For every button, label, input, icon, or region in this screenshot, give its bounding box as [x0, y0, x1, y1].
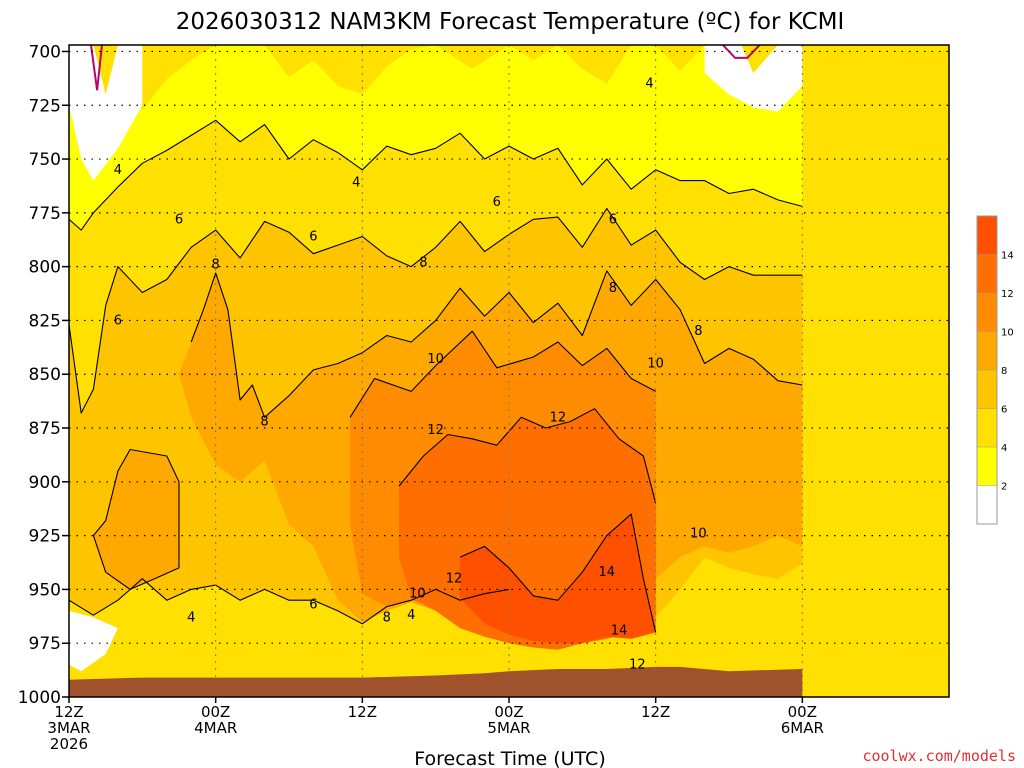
colorbar-swatch [977, 331, 997, 370]
colorbar: 2 4 6 8 10 12 14 [976, 215, 1014, 525]
colorbar-label: 6 [1001, 405, 1007, 416]
contour-6 [69, 207, 803, 414]
temperature-bands [69, 45, 803, 697]
contour-label: 8 [609, 281, 617, 296]
contour-4 [69, 578, 510, 625]
cold-region-upper-right [704, 45, 803, 112]
contour-label: 6 [175, 212, 183, 227]
contour-label: 10 [409, 587, 426, 602]
colorbar-label: 14 [1001, 251, 1014, 262]
contour-label: 6 [114, 313, 122, 328]
x-tick-label: 12Z [641, 703, 670, 721]
contour-label: 12 [427, 423, 444, 438]
contour-label: 12 [446, 572, 463, 587]
x-tick-label: 00Z [788, 703, 817, 721]
x-tick-label: 12Z [348, 703, 377, 721]
cold-region-lower-left [69, 610, 118, 672]
temp-band-14 [460, 514, 656, 644]
y-tick-label: 725 [29, 96, 61, 116]
contour-4 [69, 119, 803, 231]
contour-10 [349, 330, 656, 418]
colorbar-swatch [977, 293, 997, 332]
contour-label: 4 [407, 608, 415, 623]
y-tick-label: 850 [29, 365, 61, 385]
contour-label: 4 [645, 77, 653, 92]
contour-label: 4 [114, 163, 122, 178]
x-tick-label: 00Z [494, 703, 523, 721]
x-tick-label: 4MAR [194, 719, 237, 737]
colorbar-label: 4 [1001, 443, 1007, 454]
y-tick-label: 750 [29, 150, 61, 170]
x-tick-label: 2026 [50, 735, 88, 753]
colorbar-swatch [977, 485, 997, 524]
plot-area: 4 4 4 4 4 6 6 6 6 6 6 8 8 8 8 8 8 10 10 10 10 12 12 12 12 14 14 [69, 45, 949, 697]
x-tick-label: 3MAR [47, 719, 90, 737]
ground-surface-fill [69, 666, 803, 697]
y-axis: 700 725 750 775 800 825 850 875 900 925 950 975 1000 [18, 42, 69, 708]
contour-label: 4 [187, 610, 195, 625]
contour-label: 8 [260, 415, 268, 430]
x-tick-label: 00Z [201, 703, 230, 721]
y-tick-label: 825 [29, 311, 61, 331]
contour-label: 8 [694, 324, 702, 339]
contour-label: 12 [550, 410, 567, 425]
colorbar-label: 8 [1001, 366, 1007, 377]
contour-label: 8 [383, 610, 391, 625]
contour-label: 6 [309, 597, 317, 612]
cold-region-upper-left [69, 45, 143, 181]
contour-label: 10 [427, 352, 444, 367]
contour-label: 6 [493, 195, 501, 210]
colorbar-label: 2 [1001, 482, 1007, 493]
contour-label: 8 [419, 255, 427, 270]
contour-8 [190, 270, 803, 418]
credit-link[interactable]: coolwx.com/models [862, 747, 1016, 765]
y-tick-label: 875 [29, 419, 61, 439]
contour-label: 10 [690, 526, 707, 541]
colorbar-swatch [977, 254, 997, 293]
contour-label: 8 [212, 257, 220, 272]
colorbar-swatch [977, 370, 997, 409]
y-tick-label: 900 [29, 473, 61, 493]
y-tick-label: 975 [29, 634, 61, 654]
cold-regions [69, 45, 803, 672]
contour-14 [459, 513, 657, 633]
colorbar-swatch [977, 216, 997, 255]
colorbar-label: 10 [1001, 328, 1014, 339]
contour-label: 6 [309, 230, 317, 245]
contour-label: 10 [647, 356, 664, 371]
y-tick-label: 700 [29, 42, 61, 62]
ground-surface [69, 666, 803, 697]
contour-label: 12 [629, 658, 646, 673]
contour-label: 14 [599, 565, 616, 580]
colorbar-swatch [977, 408, 997, 447]
contour-6 [92, 448, 180, 590]
x-tick-label: 5MAR [487, 719, 530, 737]
colorbar-label: 12 [1001, 289, 1014, 300]
y-tick-label: 925 [29, 527, 61, 547]
chart-title: 2026030312 NAM3KM Forecast Temperature (… [176, 9, 845, 35]
contour-12 [398, 408, 657, 504]
y-tick-label: 950 [29, 580, 61, 600]
temp-band-2 [69, 45, 803, 231]
x-tick-label: 12Z [54, 703, 83, 721]
contour-label: 14 [611, 623, 628, 638]
x-axis-label: Forecast Time (UTC) [414, 748, 605, 768]
colorbar-swatch [977, 447, 997, 486]
y-tick-label: 800 [29, 258, 61, 278]
x-tick-label: 6MAR [781, 719, 824, 737]
y-tick-label: 775 [29, 204, 61, 224]
zero-isotherm-0 [90, 45, 103, 91]
contour-labels: 4 4 4 4 4 6 6 6 6 6 6 8 8 8 8 8 8 10 10 10 10 12 12 12 12 14 14 [114, 77, 707, 673]
contour-lines [69, 119, 803, 633]
contour-label: 4 [352, 176, 360, 191]
contour-label: 6 [609, 212, 617, 227]
y-tick-label: 1000 [18, 688, 61, 708]
